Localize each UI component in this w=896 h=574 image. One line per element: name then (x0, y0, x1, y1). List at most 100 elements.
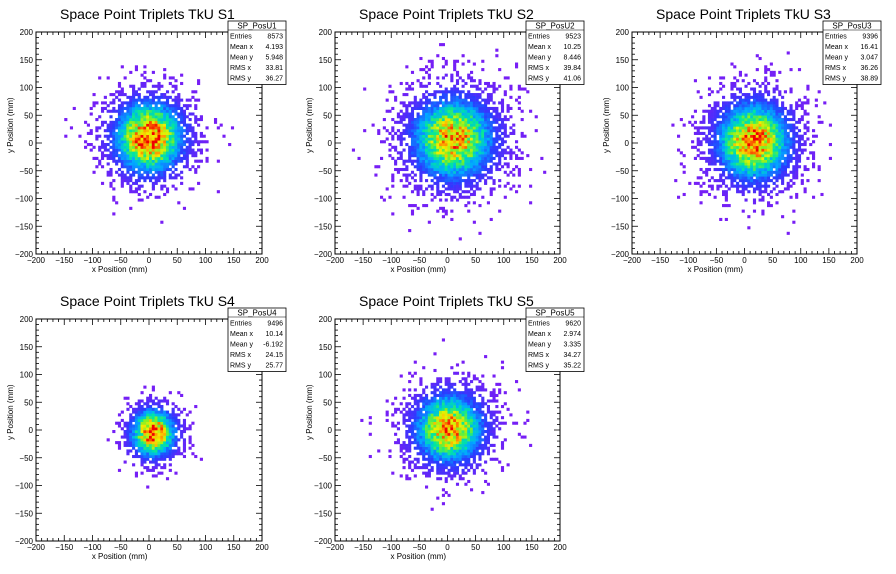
x-tick-label: −200 (27, 543, 46, 552)
heatmap-cell (140, 137, 144, 141)
heatmap-cell (752, 190, 757, 194)
heatmap-cell (772, 156, 776, 160)
heatmap-cell (755, 140, 759, 144)
heatmap-cell (413, 123, 417, 127)
heatmap-cell (436, 104, 440, 108)
heatmap-cell (727, 162, 731, 166)
heatmap-cell (419, 104, 423, 108)
heatmap-cell (747, 129, 751, 133)
heatmap-cell (205, 126, 209, 130)
heatmap-cell (115, 151, 119, 155)
heatmap-cell (154, 416, 158, 420)
heatmap-cell (165, 143, 170, 147)
heatmap-cell (744, 140, 748, 144)
stats-label: RMS y (230, 363, 252, 370)
y-tick-label: 50 (24, 398, 33, 407)
heatmap-cell (441, 129, 445, 133)
heatmap-cell (149, 167, 153, 172)
heatmap-cell (185, 98, 189, 102)
heatmap-cell (132, 106, 136, 110)
heatmap-cell (413, 446, 417, 450)
heatmap-cell (713, 156, 717, 160)
heatmap-cell (98, 162, 102, 166)
heatmap-cell (171, 159, 175, 163)
heatmap-cell (478, 140, 482, 144)
heatmap-cell (134, 145, 138, 149)
heatmap-cell (724, 204, 728, 208)
heatmap-cell (772, 181, 776, 185)
heatmap-cell (716, 184, 720, 188)
heatmap-cell (778, 106, 782, 110)
heatmap-cell (472, 151, 476, 155)
heatmap-cell (710, 120, 714, 124)
heatmap-cell (402, 162, 406, 166)
heatmap-cell (180, 452, 184, 456)
heatmap-cell (430, 156, 434, 160)
heatmap-cell (702, 109, 706, 113)
heatmap-cell (439, 120, 443, 124)
heatmap-cell (129, 118, 133, 122)
heatmap-cell (512, 167, 516, 172)
heatmap-cell (427, 120, 431, 124)
heatmap-cell (143, 98, 147, 102)
x-tick-label: 0 (742, 256, 747, 265)
heatmap-cell (134, 421, 138, 425)
heatmap-cell (399, 410, 403, 414)
heatmap-cell (416, 167, 420, 172)
heatmap-cell (157, 123, 161, 127)
heatmap-cell (458, 145, 462, 149)
heatmap-cell (391, 129, 395, 133)
heatmap-cell (109, 156, 113, 160)
heatmap-cell (500, 98, 505, 102)
heatmap-cell (117, 441, 122, 445)
heatmap-cell (391, 179, 395, 183)
heatmap-cell (140, 405, 144, 409)
heatmap-cell (699, 190, 703, 194)
heatmap-cell (129, 98, 133, 102)
heatmap-cell (149, 115, 153, 119)
heatmap-cell (781, 179, 785, 183)
heatmap-cell (163, 118, 167, 122)
y-tick-label: −50 (19, 167, 33, 176)
heatmap-cell (719, 148, 723, 152)
heatmap-cell (492, 137, 496, 141)
heatmap-cell (188, 118, 192, 122)
heatmap-cell (464, 170, 468, 174)
heatmap-cell (413, 126, 417, 130)
heatmap-cell (750, 154, 754, 158)
heatmap-cell (716, 131, 720, 135)
heatmap-cell (498, 129, 502, 133)
heatmap-cell (484, 118, 488, 122)
heatmap-cell (163, 137, 167, 141)
heatmap-cell (137, 143, 141, 147)
heatmap-cell (444, 176, 448, 180)
heatmap-cell (472, 165, 476, 169)
heatmap-cell (761, 190, 765, 194)
heatmap-cell (461, 165, 465, 169)
heatmap-cell (470, 120, 474, 124)
heatmap-cell (120, 184, 124, 188)
heatmap-cell (713, 134, 717, 138)
heatmap-cell (405, 449, 409, 453)
heatmap-cell (157, 95, 161, 99)
heatmap-cell (472, 154, 476, 158)
heatmap-cell (724, 101, 728, 105)
heatmap-cell (146, 112, 150, 116)
heatmap-cell (795, 151, 799, 155)
heatmap-cell (461, 118, 465, 122)
heatmap-cell (146, 435, 150, 439)
heatmap-cell (120, 176, 124, 180)
heatmap-cell (710, 106, 714, 110)
heatmap-cell (168, 421, 172, 425)
heatmap-cell (500, 154, 505, 158)
heatmap-cell (149, 443, 153, 447)
heatmap-cell (396, 421, 400, 425)
heatmap-cell (767, 173, 771, 177)
heatmap-cell (123, 129, 127, 133)
heatmap-cell (117, 84, 122, 88)
heatmap-cell (194, 115, 198, 119)
heatmap-cell (151, 115, 155, 119)
heatmap-cell (677, 195, 681, 199)
heatmap-cell (134, 90, 138, 94)
heatmap-cell (705, 140, 709, 144)
